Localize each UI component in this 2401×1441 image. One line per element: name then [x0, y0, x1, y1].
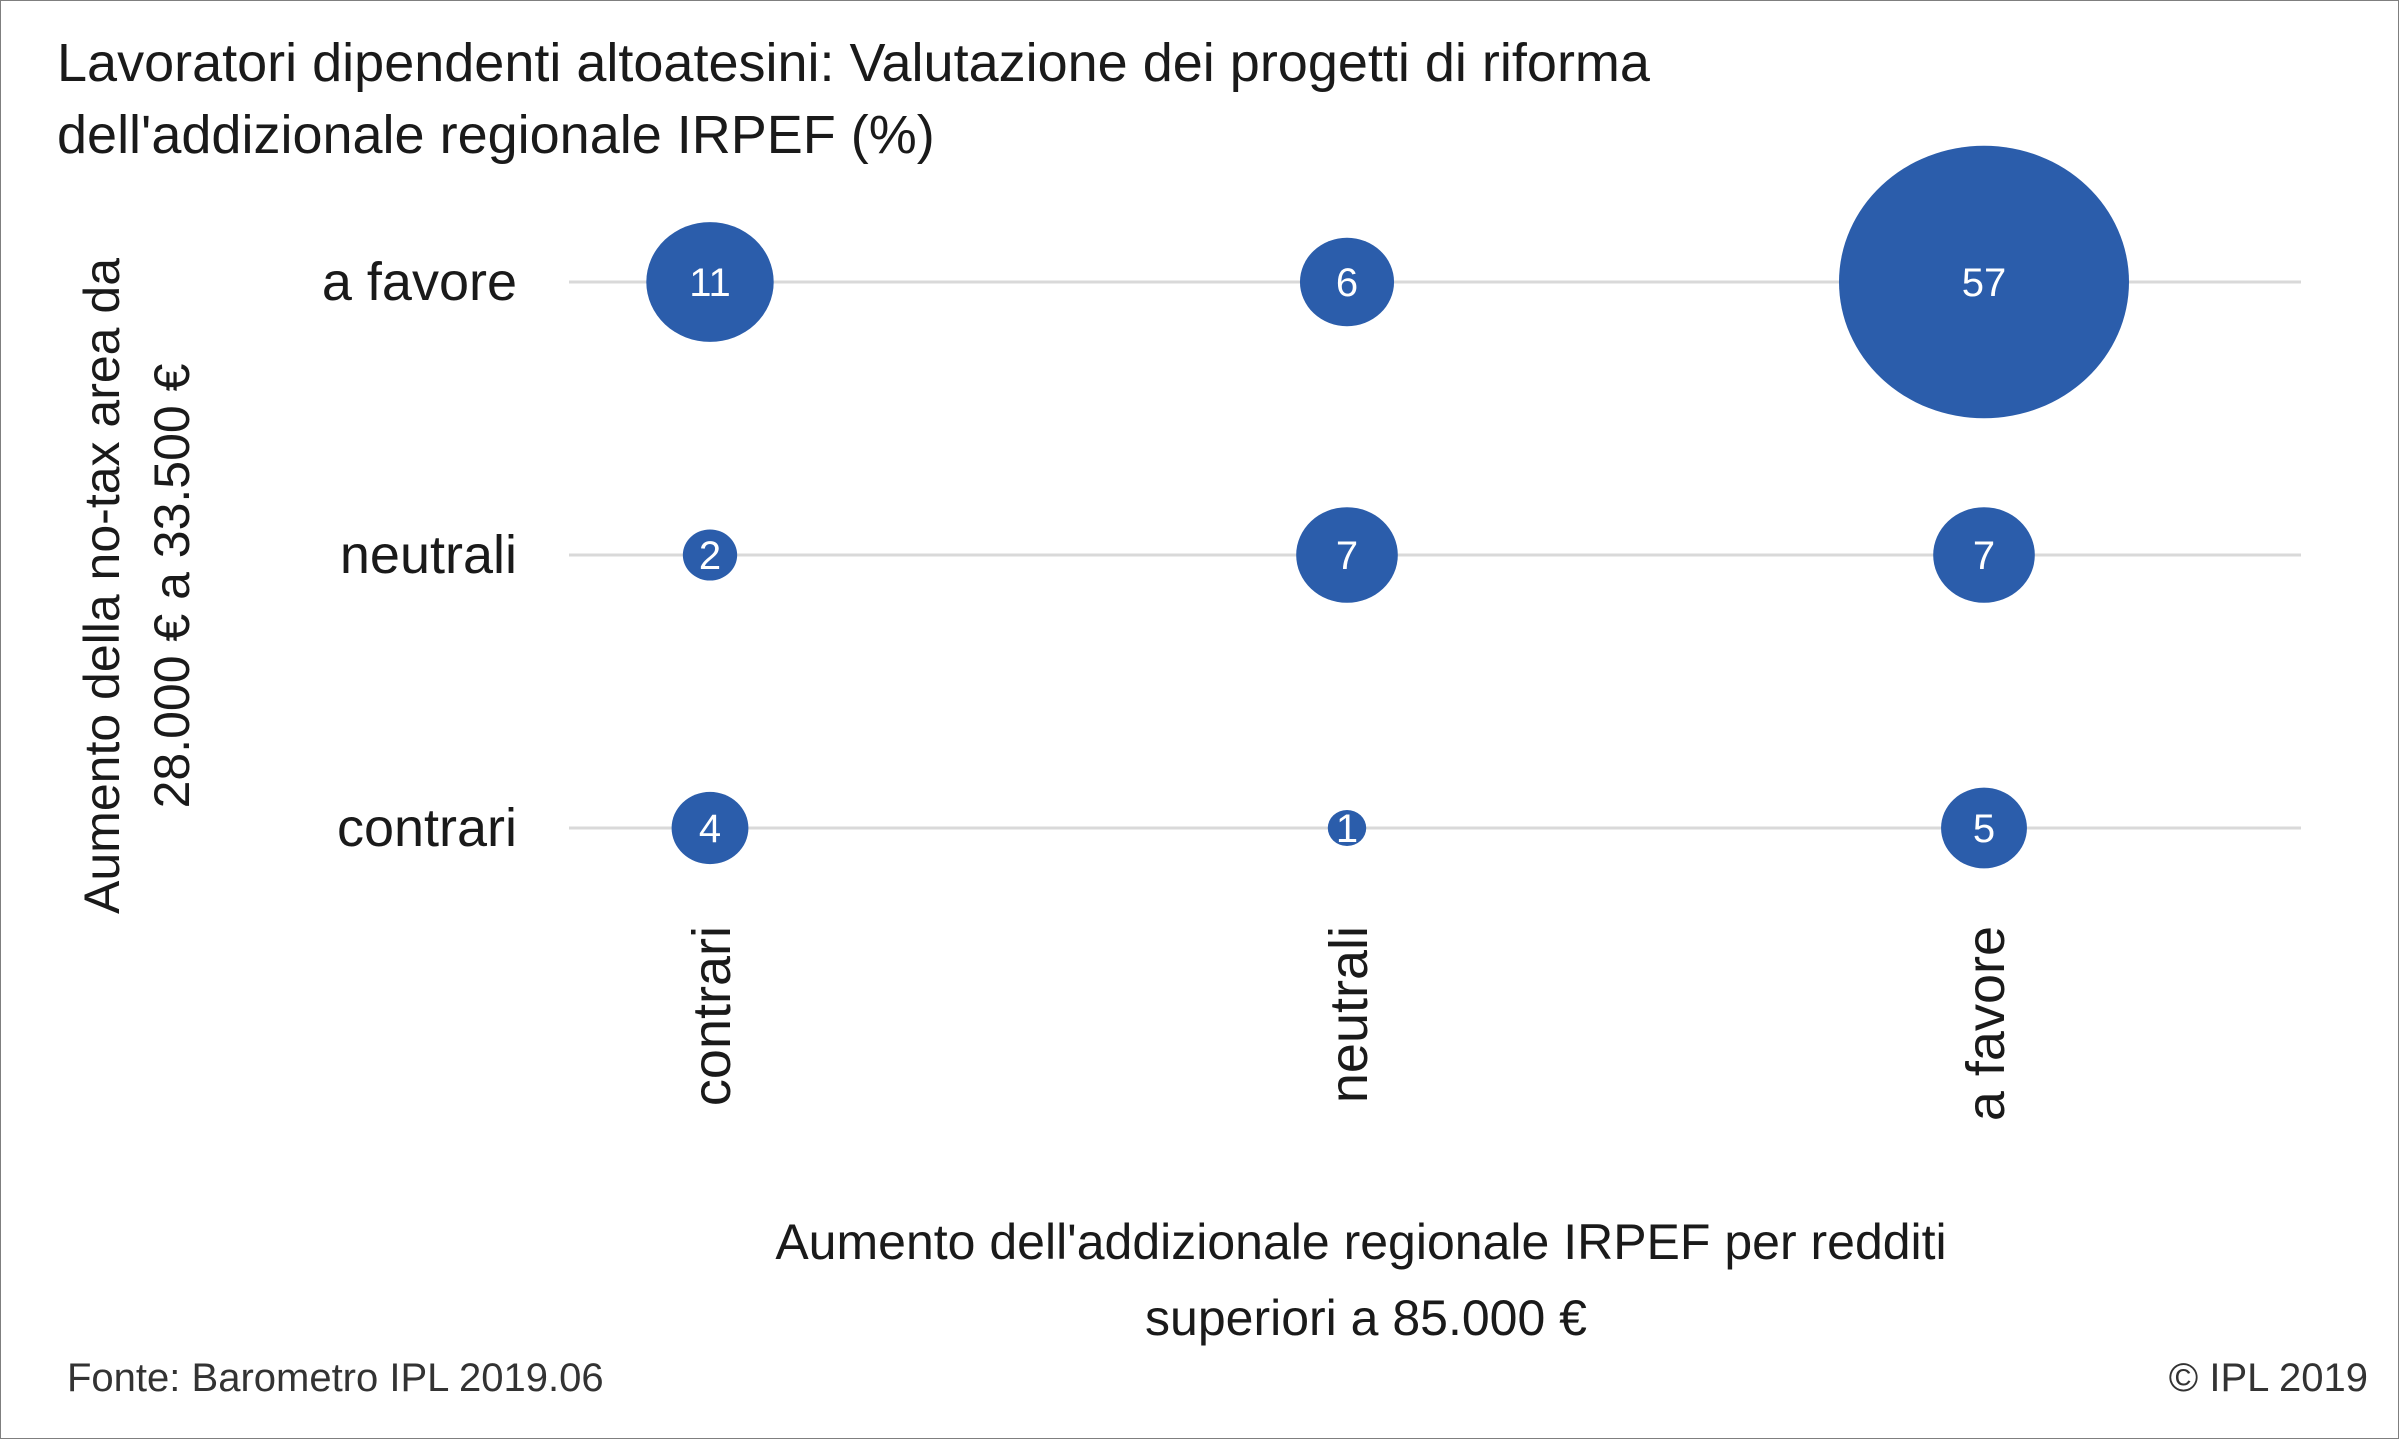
y-axis-ticks: contrari neutrali a favore	[322, 252, 517, 858]
bubble-circle	[1327, 809, 1367, 847]
bubble-point: 7	[1296, 507, 1398, 603]
y-axis-label-line-1: Aumento della no-tax area da	[74, 258, 130, 914]
bubble-value-label: 1	[1336, 807, 1358, 851]
bubble-value-label: 7	[1973, 534, 1995, 578]
bubble-circle	[1941, 787, 2027, 869]
x-axis-label-line-1: Aumento dell'addizionale regionale IRPEF…	[775, 1214, 1946, 1270]
x-tick-label: a favore	[1956, 926, 2016, 1121]
bubble-value-label: 2	[699, 534, 721, 578]
chart-title-line-2: dell'addizionale regionale IRPEF (%)	[57, 105, 935, 165]
bubble-point: 7	[1933, 507, 2035, 603]
bubble-circle	[1296, 507, 1398, 603]
bubble-circle	[646, 222, 774, 342]
bubble-circle	[1299, 237, 1395, 327]
bubble-circle	[1839, 145, 2129, 419]
bubble-value-label: 4	[699, 807, 721, 851]
y-tick-label: contrari	[337, 798, 517, 858]
bubble-point: 57	[1839, 145, 2129, 419]
bubble-value-label: 5	[1973, 807, 1995, 851]
bubble-point: 1	[1327, 807, 1367, 851]
bubbles: 11 6 57 2 7 7 4 1 5	[646, 145, 2129, 869]
x-tick-label: neutrali	[1319, 926, 1379, 1103]
x-axis-label: Aumento dell'addizionale regionale IRPEF…	[775, 1214, 1946, 1346]
y-tick-label: a favore	[322, 252, 517, 312]
bubble-circle	[671, 791, 749, 865]
bubble-point: 2	[682, 529, 738, 581]
x-tick-label: contrari	[682, 926, 742, 1106]
x-axis-label-line-2: superiori a 85.000 €	[1145, 1290, 1587, 1346]
bubble-point: 6	[1299, 237, 1395, 327]
chart-title: Lavoratori dipendenti altoatesini: Valut…	[57, 27, 2057, 171]
bubble-circle	[682, 529, 738, 581]
copyright-note: © IPL 2019	[2168, 1356, 2368, 1400]
bubble-circle	[1933, 507, 2035, 603]
bubble-value-label: 7	[1336, 534, 1358, 578]
bubble-point: 11	[646, 222, 774, 342]
x-axis-ticks: contrari neutrali a favore	[682, 926, 2016, 1121]
bubble-point: 5	[1941, 787, 2027, 869]
y-tick-label: neutrali	[340, 525, 517, 585]
y-axis-label-line-2: 28.000 € a 33.500 €	[144, 363, 200, 808]
bubble-value-label: 57	[1962, 261, 2007, 305]
chart-title-line-1: Lavoratori dipendenti altoatesini: Valut…	[57, 33, 1650, 93]
y-axis-label: Aumento della no-tax area da 28.000 € a …	[74, 258, 200, 914]
bubble-point: 4	[671, 791, 749, 865]
bubble-value-label: 6	[1336, 261, 1358, 305]
bubble-value-label: 11	[689, 261, 731, 305]
source-note: Fonte: Barometro IPL 2019.06	[67, 1356, 604, 1400]
